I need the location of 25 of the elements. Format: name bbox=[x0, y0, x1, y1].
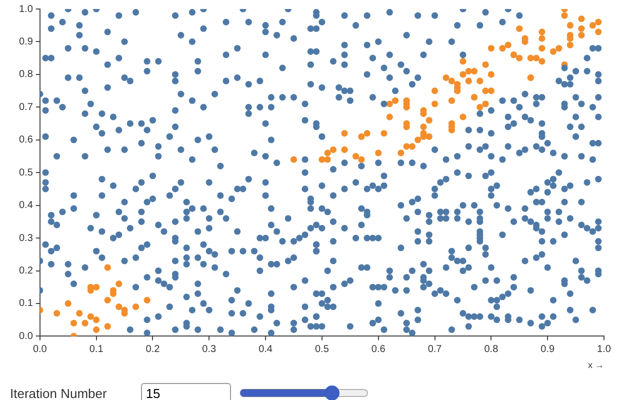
text: 15 bbox=[140, 383, 231, 400]
y-tick-label: 0.0 bbox=[18, 330, 34, 342]
x-axis-title: x → bbox=[588, 360, 604, 370]
x-tick-label: 0.4 bbox=[258, 344, 273, 355]
x-tick-label: 0.1 bbox=[89, 344, 104, 355]
y-tick-label: 0.5 bbox=[18, 167, 34, 178]
y-tick-label: 1.0 bbox=[18, 4, 34, 15]
y-tick-label: 0.6 bbox=[18, 134, 34, 146]
x-tick-label: 0.7 bbox=[428, 344, 442, 355]
y-tick-label: 0.4 bbox=[18, 200, 34, 212]
y-tick-label: 0.8 bbox=[18, 69, 34, 80]
x-tick-label: 0.5 bbox=[315, 344, 330, 355]
text: Iteration Number bbox=[10, 386, 107, 400]
y-tick-label: 0.7 bbox=[18, 102, 34, 113]
x-tick-label: 0.8 bbox=[484, 344, 499, 355]
x-tick-label: 0.0 bbox=[32, 344, 48, 355]
x-tick-label: 1.0 bbox=[597, 344, 612, 355]
y-tick-label: 0.9 bbox=[18, 36, 34, 48]
y-tick-label: 0.1 bbox=[18, 298, 34, 310]
x-tick-label: 0.2 bbox=[146, 344, 160, 355]
y-tick-label: 0.2 bbox=[18, 266, 34, 277]
x-tick-label: 0.6 bbox=[371, 344, 386, 355]
x-tick-label: 0.3 bbox=[202, 344, 217, 355]
x-tick-label: 0.9 bbox=[540, 344, 555, 355]
y-tick-label: 0.3 bbox=[18, 232, 34, 244]
